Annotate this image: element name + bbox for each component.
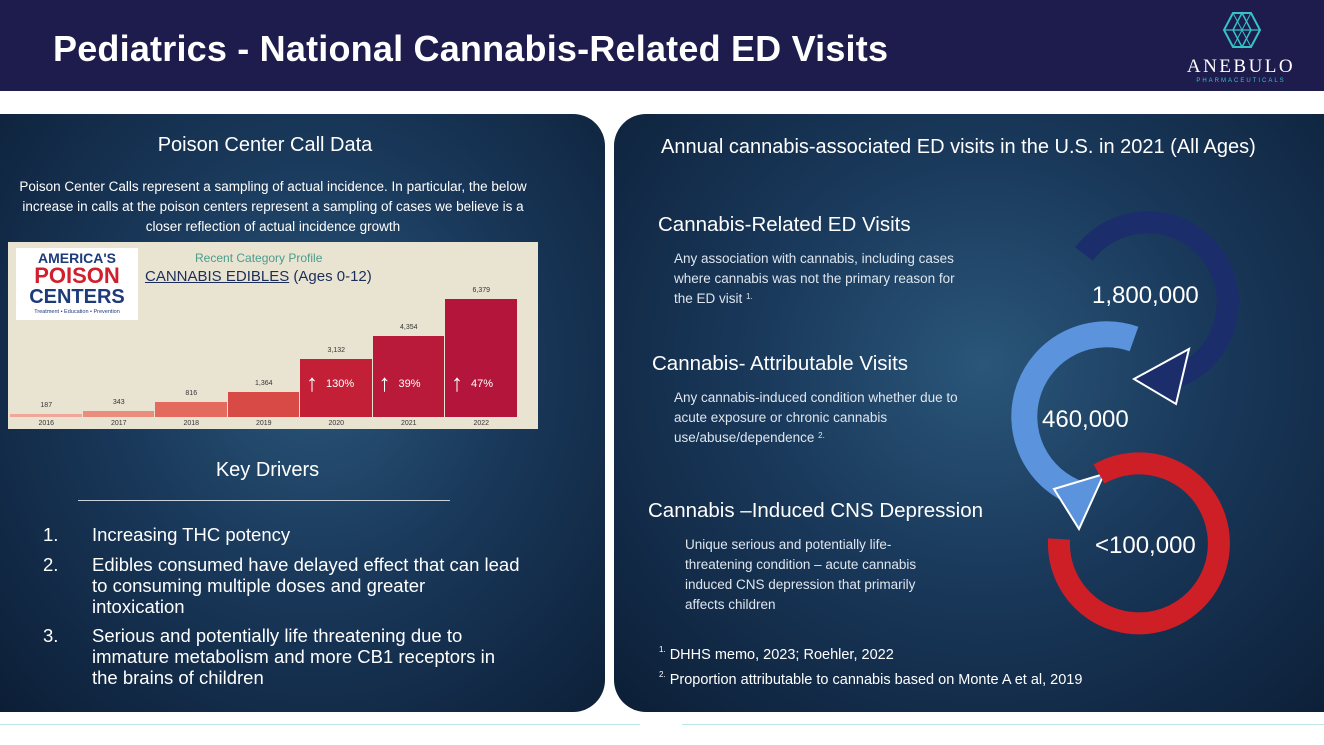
light-blue-arrowhead	[1052, 472, 1106, 532]
up-arrow-icon: ↑	[378, 370, 391, 397]
list-number: 3.	[43, 625, 59, 646]
section-title-cns: Cannabis –Induced CNS Depression	[648, 499, 984, 522]
chart-year-label: 2018	[183, 420, 200, 427]
growth-percent: 39%	[398, 378, 421, 390]
chart-bar-2018	[155, 401, 227, 417]
footnote-2: 2. Proportion attributable to cannabis b…	[659, 670, 1083, 688]
header-bar: Pediatrics - National Cannabis-Related E…	[0, 0, 1324, 91]
cascade-arrows-graphic	[1011, 211, 1239, 635]
chart-year-label: 2020	[328, 420, 345, 427]
footnote-text: DHHS memo, 2023; Roehler, 2022	[665, 647, 894, 663]
light-blue-arc-arrow	[1011, 321, 1139, 507]
key-drivers-heading: Key Drivers	[215, 459, 320, 481]
chart-year-label: 2022	[473, 420, 490, 427]
growth-percent: 47%	[471, 378, 494, 390]
section-title-related: Cannabis-Related ED Visits	[658, 213, 911, 236]
chart-value-label: 816	[185, 389, 198, 397]
chart-bar-2021	[372, 336, 444, 417]
apc-logo-line2: POISON	[34, 263, 120, 288]
footnote-mark: 1.	[659, 645, 666, 654]
red-arc	[1047, 452, 1230, 635]
americas-poison-centers-logo: AMERICA'S POISON CENTERS Treatment • Edu…	[16, 248, 138, 320]
section-text: Any association with cannabis, including…	[674, 251, 955, 306]
chart-year-label: 2019	[255, 420, 272, 427]
growth-annotation: ↑ 47%	[451, 370, 493, 398]
chart-value-label: 343	[112, 398, 125, 406]
list-number: 2.	[43, 554, 59, 575]
section-body-cns: Unique serious and potentially life-thre…	[685, 537, 917, 612]
list-text: Serious and potentially life threatening…	[92, 625, 496, 688]
list-number: 1.	[43, 524, 59, 545]
chart-year-label: 2017	[110, 420, 127, 427]
chart-value-label: 4,354	[399, 324, 418, 332]
footnote-ref: 1.	[746, 292, 753, 301]
apc-logo-tagline: Treatment • Education • Prevention	[34, 309, 120, 315]
growth-annotation: ↑ 39%	[379, 370, 421, 398]
apc-logo-line3: CENTERS	[29, 286, 125, 308]
page-title: Pediatrics - National Cannabis-Related E…	[53, 28, 889, 69]
growth-percent: 130%	[326, 378, 355, 390]
anebulo-logo: ANEBULO PHARMACEUTICALS	[1176, 8, 1311, 88]
up-arrow-icon: ↑	[451, 370, 463, 397]
section-text: Any cannabis-induced condition whether d…	[674, 390, 958, 445]
dark-blue-arc-arrow	[1075, 211, 1239, 392]
list-text: Increasing THC potency	[92, 524, 291, 545]
up-arrow-icon: ↑	[306, 370, 318, 397]
chart-value-label: 6,379	[472, 287, 491, 294]
chart-bar-2017	[82, 410, 154, 417]
value-cns: <100,000	[1095, 532, 1196, 559]
section-title-attributable: Cannabis- Attributable Visits	[652, 352, 909, 375]
logo-subtitle: PHARMACEUTICALS	[1196, 78, 1286, 84]
chart-year-label: 2016	[38, 420, 55, 427]
chart-title-rest: (Ages 0-12)	[289, 268, 372, 285]
ed-visits-panel: Annual cannabis-associated ED visits in …	[614, 114, 1324, 712]
right-heading: Annual cannabis-associated ED visits in …	[661, 136, 1256, 158]
apc-logo-line1: AMERICA'S	[38, 250, 116, 266]
chart-title: CANNABIS EDIBLES (Ages 0-12)	[145, 268, 372, 285]
footnote-mark: 2.	[659, 670, 666, 679]
section-body-related: Any association with cannabis, including…	[674, 249, 974, 309]
footnote-ref: 2.	[818, 431, 825, 440]
footnote-text: Proportion attributable to cannabis base…	[665, 672, 1083, 688]
left-intro: Poison Center Calls represent a sampling…	[19, 179, 527, 234]
hexagon-logo-icon	[1222, 11, 1262, 49]
dark-blue-arrowhead	[1131, 347, 1191, 406]
bottom-rule-left	[0, 724, 640, 725]
value-attributable: 460,000	[1042, 406, 1129, 433]
left-heading: Poison Center Call Data	[157, 134, 373, 156]
edibles-chart: AMERICA'S POISON CENTERS Treatment • Edu…	[8, 242, 538, 429]
chart-bar-2020	[300, 359, 372, 417]
chart-value-label: 1,364	[254, 379, 273, 387]
chart-value-label: 3,132	[327, 347, 346, 355]
list-text: Edibles consumed have delayed effect tha…	[92, 554, 520, 617]
chart-subtitle: Recent Category Profile	[195, 251, 323, 265]
chart-title-main: CANNABIS EDIBLES	[145, 268, 290, 285]
divider	[78, 500, 450, 501]
logo-name: ANEBULO	[1186, 56, 1296, 77]
chart-year-label: 2021	[400, 420, 417, 427]
chart-bar-2016	[10, 413, 82, 417]
bottom-rule-right	[682, 724, 1324, 725]
chart-bar-2022	[445, 299, 517, 417]
growth-annotation: ↑ 130%	[306, 370, 354, 398]
chart-bar-2019	[227, 391, 299, 417]
footnote-1: 1. DHHS memo, 2023; Roehler, 2022	[659, 645, 894, 663]
value-related: 1,800,000	[1092, 282, 1199, 309]
poison-center-panel: Poison Center Call Data Poison Center Ca…	[0, 114, 605, 712]
chart-value-label: 187	[40, 401, 53, 409]
section-body-attributable: Any cannabis-induced condition whether d…	[674, 388, 974, 448]
